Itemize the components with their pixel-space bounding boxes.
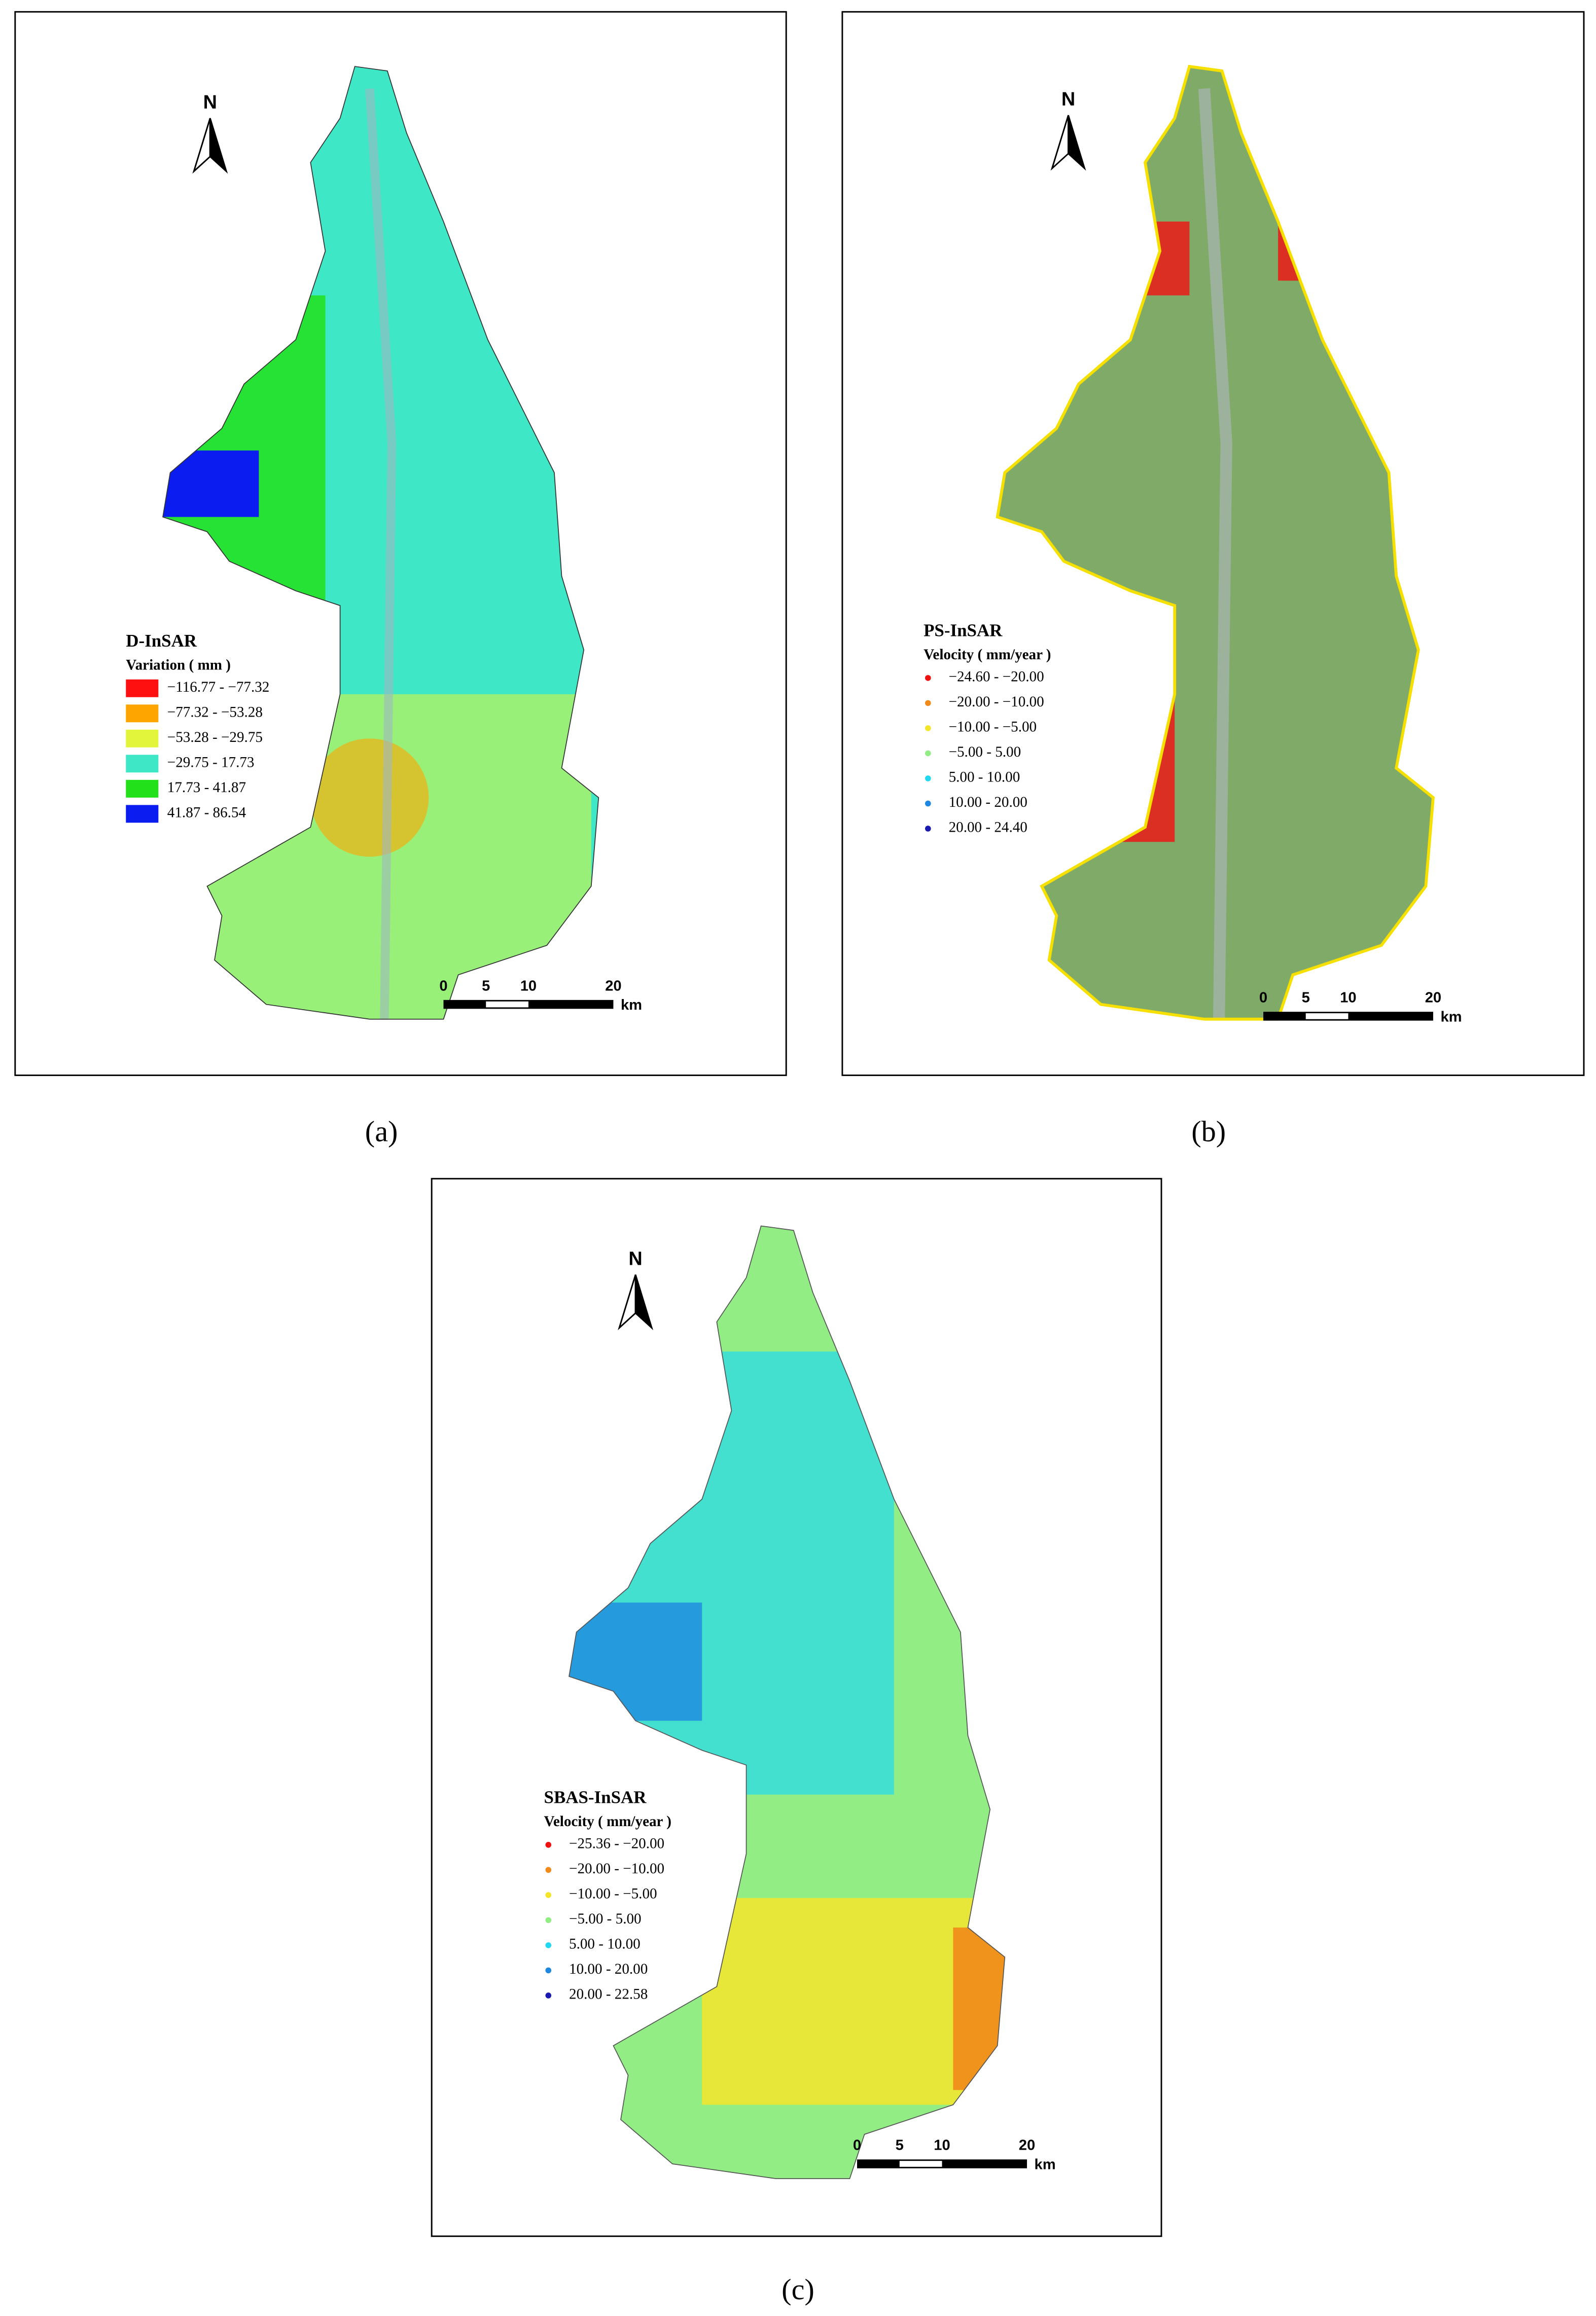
legend-swatch xyxy=(126,729,159,747)
panel-frame xyxy=(841,11,1585,1076)
legend-swatch xyxy=(545,1967,552,1974)
legend-label: −10.00 - −5.00 xyxy=(949,719,1037,735)
scale-tick-label: 10 xyxy=(1340,990,1356,1006)
legend-title: D-InSAR xyxy=(126,631,197,651)
legend-label: 41.87 - 86.54 xyxy=(167,805,246,821)
legend-label: −77.32 - −53.28 xyxy=(167,704,263,720)
legend-swatch xyxy=(925,826,931,832)
legend-swatch xyxy=(126,704,159,723)
legend-label: −10.00 - −5.00 xyxy=(569,1886,657,1902)
legend-swatch xyxy=(126,755,159,773)
legend-label: −25.36 - −20.00 xyxy=(569,1836,664,1852)
legend-swatch xyxy=(545,1842,552,1848)
panel-caption: (c) xyxy=(782,2273,814,2306)
north-arrow xyxy=(618,1274,636,1331)
map-a xyxy=(162,65,599,1020)
legend-label: 5.00 - 10.00 xyxy=(949,769,1020,786)
legend-label: −53.28 - −29.75 xyxy=(167,729,263,745)
legend-swatch xyxy=(925,725,931,731)
legend-swatch xyxy=(126,779,159,798)
legend-swatch xyxy=(545,1992,552,1999)
scale-tick-label: 10 xyxy=(520,978,537,994)
legend-label: 10.00 - 20.00 xyxy=(949,794,1027,810)
legend-label: 20.00 - 24.40 xyxy=(949,819,1027,836)
legend-label: −20.00 - −10.00 xyxy=(949,694,1044,710)
legend-label: 17.73 - 41.87 xyxy=(167,779,246,796)
scale-bar-segment xyxy=(899,2161,942,2167)
legend-swatch xyxy=(545,1942,552,1948)
scale-tick-label: 5 xyxy=(1302,990,1310,1006)
scale-unit: km xyxy=(1440,1009,1462,1025)
legend-swatch xyxy=(925,775,931,781)
legend-swatch xyxy=(925,800,931,807)
legend-subtitle: Velocity ( mm/year ) xyxy=(924,647,1051,663)
north-label: N xyxy=(628,1248,642,1269)
scale-tick-label: 10 xyxy=(934,2137,950,2154)
legend-label: 5.00 - 10.00 xyxy=(569,1936,641,1952)
legend-swatch xyxy=(545,1917,552,1923)
north-label: N xyxy=(1061,89,1075,110)
legend-title: SBAS-InSAR xyxy=(544,1788,647,1807)
north-label: N xyxy=(203,92,217,113)
north-arrow xyxy=(634,1274,654,1331)
legend-subtitle: Velocity ( mm/year ) xyxy=(544,1813,671,1830)
legend-swatch xyxy=(126,679,159,697)
scale-tick-label: 20 xyxy=(1425,990,1441,1006)
scale-bar-segment xyxy=(1305,1013,1349,1019)
scale-tick-label: 0 xyxy=(1259,990,1267,1006)
scale-bar-segment xyxy=(486,1001,528,1008)
legend-swatch xyxy=(925,675,931,681)
scale-tick-label: 20 xyxy=(605,978,621,994)
scale-tick-label: 0 xyxy=(853,2137,861,2154)
legend-swatch xyxy=(925,700,931,706)
scale-unit: km xyxy=(1035,2157,1056,2173)
legend-label: 20.00 - 22.58 xyxy=(569,1986,648,2003)
north-arrow xyxy=(209,118,228,174)
scale-tick-label: 0 xyxy=(439,978,447,994)
legend-label: −24.60 - −20.00 xyxy=(949,669,1044,685)
legend-label: −20.00 - −10.00 xyxy=(569,1861,664,1877)
scale-tick-label: 5 xyxy=(896,2137,904,2154)
legend-subtitle: Variation ( mm ) xyxy=(126,657,231,673)
north-arrow xyxy=(1050,115,1069,171)
legend-title: PS-InSAR xyxy=(924,621,1003,640)
panel-frame xyxy=(431,1178,1162,2237)
legend-label: −5.00 - 5.00 xyxy=(569,1911,642,1927)
legend-label: −5.00 - 5.00 xyxy=(949,744,1021,760)
panel-frame xyxy=(14,11,787,1076)
scale-unit: km xyxy=(621,997,642,1013)
legend-swatch xyxy=(925,750,931,757)
north-arrow xyxy=(192,118,211,174)
legend-swatch xyxy=(126,805,159,823)
panel-caption: (a) xyxy=(365,1115,398,1148)
legend-label: 10.00 - 20.00 xyxy=(569,1961,648,1977)
north-arrow xyxy=(1068,115,1086,171)
legend-label: −116.77 - −77.32 xyxy=(167,679,270,695)
legend-swatch xyxy=(545,1867,552,1873)
legend-label: −29.75 - 17.73 xyxy=(167,755,255,771)
map-c xyxy=(568,1225,1006,2180)
scale-tick-label: 5 xyxy=(482,978,490,994)
scale-bar xyxy=(1263,1012,1433,1021)
map-b xyxy=(983,59,1456,1034)
legend-swatch xyxy=(545,1892,552,1898)
panel-caption: (b) xyxy=(1191,1115,1226,1148)
scale-tick-label: 20 xyxy=(1019,2137,1035,2154)
